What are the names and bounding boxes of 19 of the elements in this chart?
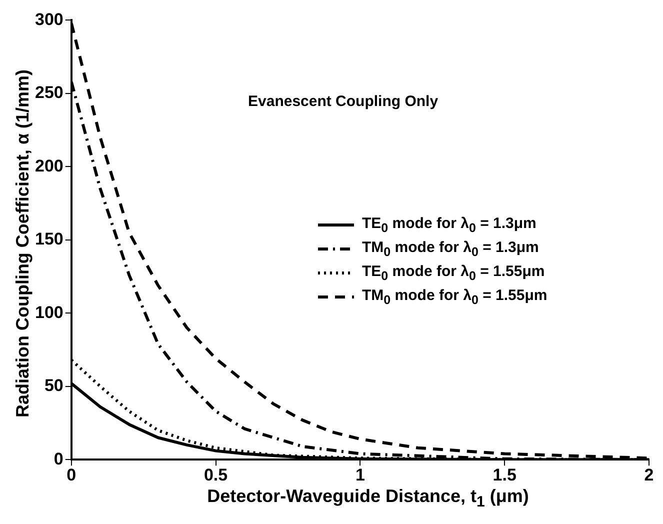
x-tick-label: 2 bbox=[644, 465, 654, 484]
legend-label: TM$_{0}$ mode for λ$_{0}$ = 1.55μm bbox=[362, 287, 548, 307]
x-tick-label: 0.5 bbox=[204, 465, 228, 484]
x-axis-title: Detector-Waveguide Distance, t$_{1}$ (μm) bbox=[206, 486, 530, 511]
y-tick-label: 100 bbox=[34, 302, 64, 322]
annotation: Evanescent Coupling Only bbox=[248, 93, 438, 110]
legend-label: TE$_{0}$ mode for λ$_{0}$ = 1.3μm bbox=[362, 215, 536, 235]
y-tick-label: 0 bbox=[54, 449, 64, 468]
legend-label: TE$_{0}$ mode for λ$_{0}$ = 1.55μm bbox=[362, 263, 545, 283]
y-tick-label: 150 bbox=[34, 230, 64, 249]
y-tick-label: 300 bbox=[34, 10, 64, 29]
y-tick-label: 200 bbox=[34, 156, 64, 176]
x-tick-label: 1.5 bbox=[492, 465, 516, 484]
y-tick-label: 50 bbox=[44, 376, 64, 396]
y-tick-label: 250 bbox=[34, 83, 64, 102]
legend-label: TM$_{0}$ mode for λ$_{0}$ = 1.3μm bbox=[362, 239, 539, 259]
y-axis-title: Radiation Coupling Coefficient, α (1/mm) bbox=[12, 68, 34, 420]
x-tick-label: 1 bbox=[355, 465, 365, 484]
x-tick-label: 0 bbox=[66, 465, 76, 484]
